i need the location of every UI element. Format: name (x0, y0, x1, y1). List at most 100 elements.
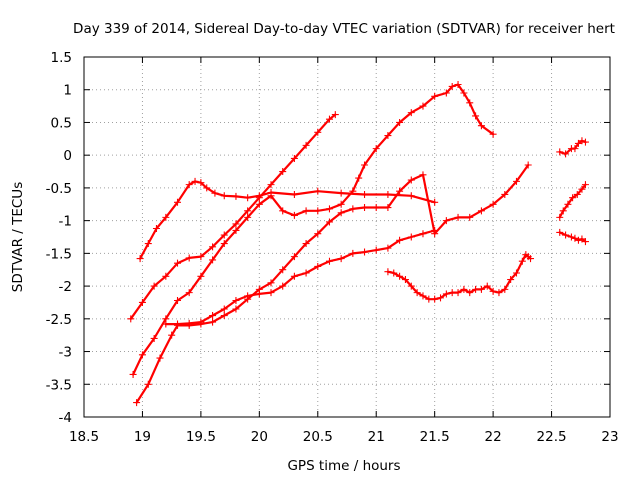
data-point-marker (220, 231, 228, 239)
plot-frame (83, 56, 611, 418)
data-point-marker (191, 177, 199, 185)
data-point-marker (477, 207, 485, 215)
data-point-marker (396, 187, 404, 195)
x-tick-label: 21 (368, 429, 385, 445)
data-point-marker (168, 331, 176, 339)
data-point-marker (244, 207, 252, 215)
data-point-marker (209, 256, 217, 264)
data-point-marker (581, 238, 589, 246)
data-point-marker (512, 269, 520, 277)
data-point-marker (419, 171, 427, 179)
data-point-marker (138, 351, 146, 359)
data-point-marker (133, 399, 141, 407)
data-point-marker (477, 285, 485, 293)
data-point-marker (150, 334, 158, 342)
data-point-marker (314, 262, 322, 270)
data-point-marker (390, 269, 398, 277)
data-point-marker (325, 205, 333, 213)
data-point-marker (361, 190, 369, 198)
data-point-marker (302, 207, 310, 215)
data-point-marker (448, 82, 456, 90)
data-point-marker (431, 295, 439, 303)
data-point-marker (244, 292, 252, 300)
data-point-marker (337, 200, 345, 208)
data-point-marker (578, 137, 586, 145)
data-point-marker (197, 253, 205, 261)
data-point-marker (314, 230, 322, 238)
data-point-marker (156, 354, 164, 362)
data-point-marker (425, 295, 433, 303)
data-point-marker (483, 282, 491, 290)
y-tick-label: 0 (63, 148, 72, 164)
data-point-marker (419, 230, 427, 238)
data-point-marker (302, 141, 310, 149)
y-tick-label: -0.5 (46, 181, 72, 197)
data-point-marker (349, 249, 357, 257)
data-point-marker (174, 259, 182, 267)
data-point-marker (185, 181, 193, 189)
data-point-marker (573, 190, 581, 198)
data-point-marker (290, 272, 298, 280)
data-point-marker (150, 282, 158, 290)
data-point-marker (136, 255, 144, 263)
data-point-marker (372, 204, 380, 212)
data-point-marker (232, 305, 240, 313)
y-tick-label: -2.5 (46, 312, 72, 328)
data-point-marker (302, 269, 310, 277)
data-point-marker (337, 209, 345, 217)
data-point-marker (466, 289, 474, 297)
series-3 (129, 80, 497, 378)
data-point-marker (556, 228, 564, 236)
data-point-marker (562, 150, 570, 158)
data-point-marker (384, 190, 392, 198)
data-point-marker (384, 268, 392, 276)
data-point-marker (401, 276, 409, 284)
x-tick-label: 19.5 (186, 429, 216, 445)
series-7 (556, 137, 589, 158)
data-point-marker (512, 177, 520, 185)
chart-title: Day 339 of 2014, Sidereal Day-to-day VTE… (73, 21, 615, 37)
data-point-marker (431, 226, 439, 234)
data-point-marker (209, 243, 217, 251)
series-2 (127, 111, 339, 323)
x-tick-label: 20 (251, 429, 268, 445)
data-point-marker (562, 231, 570, 239)
x-axis-label: GPS time / hours (287, 458, 400, 474)
data-point-marker (489, 200, 497, 208)
data-point-marker (232, 226, 240, 234)
data-point-marker (290, 154, 298, 162)
data-point-marker (581, 181, 589, 189)
data-point-marker (571, 234, 579, 242)
data-point-marker (209, 318, 217, 326)
data-point-marker (581, 138, 589, 146)
y-tick-label: -2 (59, 279, 72, 295)
data-point-marker (413, 289, 421, 297)
data-point-marker (407, 109, 415, 117)
data-point-marker (571, 145, 579, 153)
data-point-marker (559, 207, 567, 215)
y-tick-label: -4 (59, 410, 72, 426)
data-point-marker (431, 92, 439, 100)
data-point-marker (477, 122, 485, 130)
data-point-marker (267, 192, 275, 200)
data-point-marker (569, 194, 577, 202)
data-point-marker (524, 161, 532, 169)
data-point-marker (355, 174, 363, 182)
data-point-marker (220, 240, 228, 248)
data-point-marker (361, 248, 369, 256)
data-point-marker (174, 320, 182, 328)
data-point-marker (197, 179, 205, 187)
y-tick-label: 1 (63, 83, 72, 99)
data-point-marker (501, 285, 509, 293)
data-point-marker (556, 148, 564, 156)
y-tick-label: -3.5 (46, 377, 72, 393)
data-point-marker (407, 233, 415, 241)
data-point-marker (337, 255, 345, 263)
x-tick-label: 19 (134, 429, 151, 445)
data-point-marker (419, 102, 427, 110)
data-point-marker (466, 99, 474, 107)
data-point-marker (267, 181, 275, 189)
data-point-marker (431, 198, 439, 206)
data-point-marker (495, 289, 503, 297)
data-point-marker (567, 233, 575, 241)
